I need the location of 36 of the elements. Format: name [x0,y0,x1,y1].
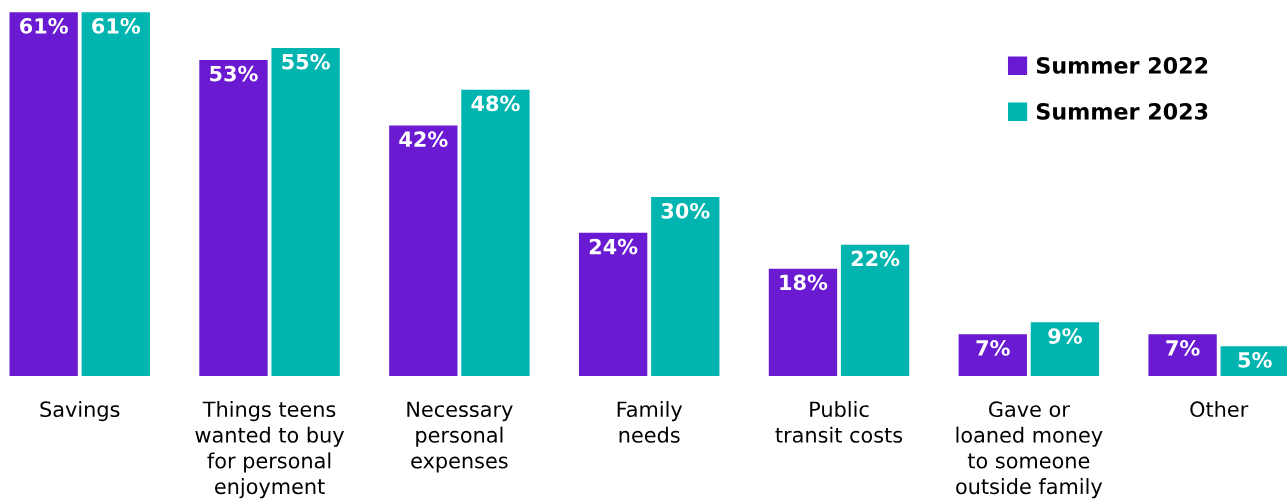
bar [578,232,648,376]
data-label: 30% [661,202,710,219]
bar [461,89,530,376]
x-tick-label: Family needs [617,400,683,443]
data-label: 24% [589,238,638,255]
data-label: 42% [399,131,448,148]
data-label: 18% [780,274,828,291]
bar [1148,334,1217,376]
x-tick-label: Savings [40,400,120,422]
bar [840,244,910,376]
data-label: 7% [1166,340,1200,356]
bar [768,268,838,376]
x-tick-label: Other [1190,400,1249,418]
x-tick-label: Gave or loaned money to someone outside family [956,401,1103,499]
data-label: 61% [92,18,141,34]
bar [651,197,720,376]
bar [81,12,150,376]
x-tick-label: Things teens wanted to buy for personal enjoyment [195,400,344,499]
legend-label: Summer 2022 [1036,57,1208,74]
bar [1030,322,1100,376]
bar [389,125,458,376]
data-label: 5% [1238,351,1272,368]
bar [958,334,1027,376]
bar [199,59,268,376]
data-label: 55% [282,53,330,70]
data-label: 22% [851,250,900,267]
x-tick-label: Public transit costs [775,400,903,443]
bar [271,47,340,376]
data-label: 48% [471,95,520,112]
data-label: 7% [976,340,1010,356]
legend-label: Summer 2023 [1036,102,1208,120]
x-tick-label: Necessary personal expenses [407,401,513,473]
data-label: 53% [210,65,258,82]
bar [9,12,78,376]
data-label: 9% [1048,328,1082,344]
data-label: 61% [20,18,68,34]
